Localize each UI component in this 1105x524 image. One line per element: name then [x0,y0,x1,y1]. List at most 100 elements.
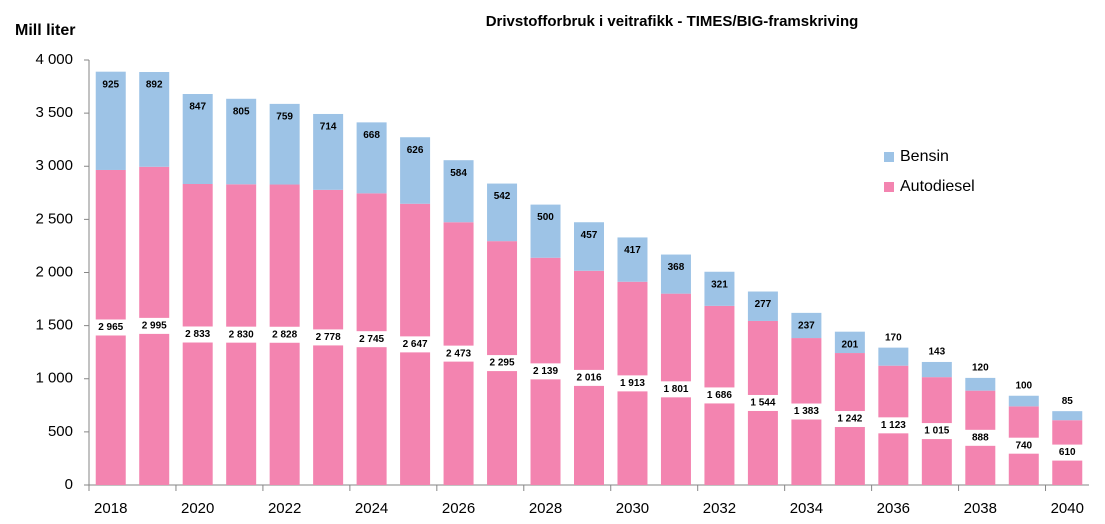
value-label-bg [919,423,954,440]
value-label: 626 [407,145,424,156]
value-label-bg [398,336,433,353]
bar-segment [574,222,604,271]
x-tick-label: 2026 [442,500,475,517]
y-axis-label: Mill liter [15,22,75,39]
value-label-bg [745,394,780,411]
value-label: 143 [928,347,945,358]
bar-segment [139,72,170,167]
bar-segment [487,183,518,242]
value-label: 2 995 [142,321,167,332]
value-label: 237 [798,321,815,332]
value-label: 1 383 [794,406,819,417]
bar-segment [660,254,691,294]
value-label: 457 [581,230,598,241]
value-label: 100 [1015,380,1032,391]
value-label: 584 [450,168,467,179]
value-label: 2 647 [403,339,428,350]
bar-segment [356,122,387,194]
value-label: 2 828 [272,329,297,340]
bar-segment [965,377,996,391]
bar-segment [269,103,300,185]
y-tick-label: 1 500 [35,317,73,334]
legend-swatch [884,152,894,162]
value-label-bg [137,317,172,334]
value-label: 2 473 [446,348,471,359]
y-tick-label: 4 000 [35,51,73,68]
x-tick-label: 2034 [790,500,823,517]
value-label: 2 830 [229,329,254,340]
legend-swatch [884,182,894,192]
value-label: 714 [320,122,337,133]
value-label-bg [832,411,867,428]
value-label: 201 [842,339,859,350]
value-label: 2 139 [533,366,558,377]
value-label-bg [572,369,606,386]
y-tick-label: 1 000 [35,370,73,387]
y-tick-label: 2 000 [35,263,73,280]
value-label: 368 [668,262,685,273]
x-tick-label: 2028 [529,500,562,517]
value-label: 2 745 [359,334,384,345]
x-tick-label: 2020 [181,500,214,517]
bar-segment [921,361,952,378]
bar-segment [791,312,822,339]
value-label: 2 833 [185,329,210,340]
x-tick-label: 2022 [268,500,301,517]
value-label: 277 [755,299,772,310]
bar-segment [878,347,909,366]
x-tick-label: 2032 [703,500,736,517]
bar-segment [226,98,257,185]
value-label-bg [789,403,824,420]
value-label: 925 [102,79,119,90]
value-label-bg [311,329,346,346]
value-label: 610 [1059,447,1076,458]
value-label: 1 913 [620,378,645,389]
value-label: 759 [276,112,293,123]
value-label-bg [180,326,215,343]
bar-segment [400,137,431,204]
value-label-bg [658,381,693,398]
value-label: 1 801 [663,384,688,395]
chart-title: Drivstofforbruk i veitrafikk - TIMES/BIG… [486,13,859,30]
value-label-bg [93,319,128,336]
bar-segment [1008,395,1039,407]
legend-label: Autodiesel [900,178,975,195]
value-label: 668 [363,130,380,141]
x-tick-label: 2024 [355,500,388,517]
x-tick-label: 2038 [964,500,997,517]
value-label: 500 [537,212,554,223]
value-label-bg [1050,444,1085,461]
x-tick-label: 2040 [1051,500,1084,517]
value-label: 417 [624,245,641,256]
value-label: 120 [972,363,989,374]
value-label: 2 016 [576,373,601,384]
value-label: 1 686 [707,390,732,401]
x-tick-label: 2030 [616,500,649,517]
value-label-bg [485,355,520,372]
value-label: 847 [189,102,206,113]
value-label-bg [615,375,650,392]
value-label: 321 [711,279,728,290]
value-label-bg [876,417,911,434]
bar-segment [617,237,648,282]
value-label: 1 123 [881,420,906,431]
value-label: 2 965 [98,322,123,333]
bar-segment [747,291,778,321]
value-label: 1 015 [924,426,949,437]
value-label: 542 [494,191,511,202]
y-tick-label: 500 [48,423,73,440]
bar-segment [834,331,865,354]
value-label: 888 [972,432,989,443]
value-label-bg [702,387,737,404]
y-tick-label: 3 000 [35,157,73,174]
value-label-bg [267,326,302,343]
x-tick-label: 2018 [94,500,127,517]
bar-segment [530,204,561,258]
value-label-bg [354,331,389,348]
legend-label: Bensin [900,148,949,165]
bar-segment [1052,411,1083,421]
value-label-bg [528,363,563,380]
value-label: 805 [233,106,250,117]
y-tick-label: 2 500 [35,210,73,227]
value-label-bg [441,345,476,362]
